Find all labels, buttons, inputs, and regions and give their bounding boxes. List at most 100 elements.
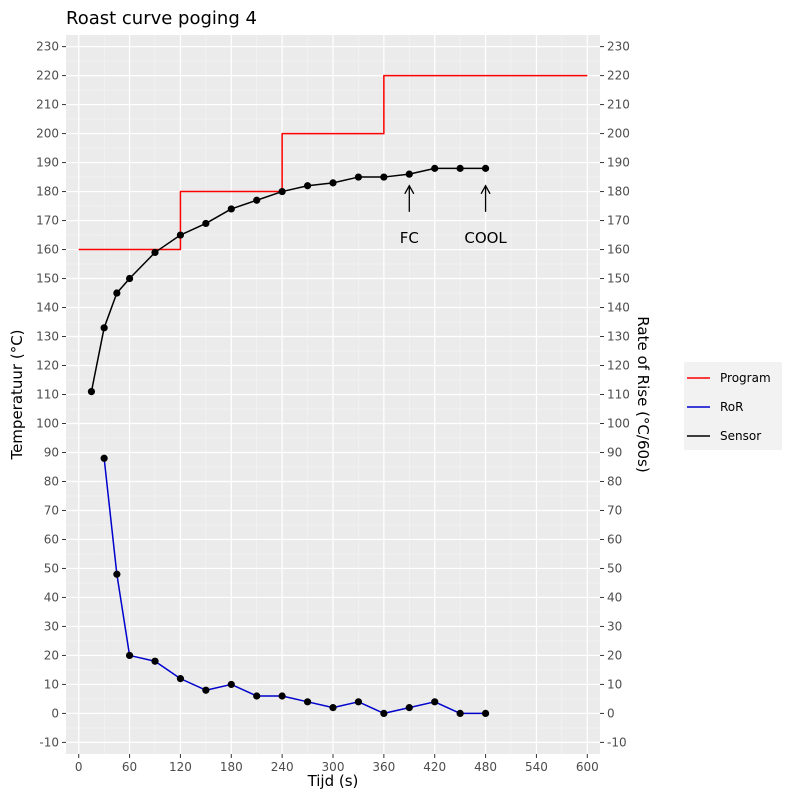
- y-tick-label: 120: [36, 359, 59, 373]
- x-tick-label: 0: [75, 760, 83, 774]
- x-tick-label: 300: [322, 760, 345, 774]
- series-ror-point: [380, 709, 388, 718]
- y-tick-label: 150: [36, 272, 59, 286]
- series-ror-point: [431, 698, 439, 706]
- legend-label-ror: RoR: [720, 400, 743, 414]
- series-sensor-point: [176, 231, 185, 239]
- series-ror-point: [202, 686, 210, 694]
- series-sensor-point: [405, 170, 413, 178]
- y2-tick-label: 140: [607, 301, 630, 315]
- y-tick-label: 70: [44, 503, 59, 517]
- y-tick-label: 60: [44, 532, 59, 546]
- y-tick-label: 210: [36, 98, 59, 112]
- x-axis: 0 60 120 180 240 300 360 420 480 540 600: [75, 754, 599, 774]
- x-axis-title: Tijd (s): [307, 772, 359, 790]
- y-tick-label: 50: [44, 561, 59, 575]
- y-tick-label: 110: [36, 388, 59, 402]
- y-tick-label: 10: [44, 677, 59, 691]
- y-axis-right: -10 0 10 20 30 40 50 60 70 80 90 100 110 120 130 140 150…: [600, 40, 630, 749]
- x-tick-label: 540: [525, 760, 548, 774]
- series-sensor-point: [303, 182, 312, 190]
- grid-major: [66, 35, 600, 754]
- chart-title: Roast curve poging 4: [66, 8, 257, 29]
- y-tick-label: -10: [39, 735, 59, 749]
- y2-tick-label: 170: [607, 214, 630, 228]
- y2-tick-label: 100: [607, 416, 630, 430]
- y2-tick-label: 10: [607, 677, 622, 691]
- series-sensor-point: [431, 164, 439, 172]
- series-sensor-point: [113, 289, 121, 297]
- y2-tick-label: 50: [607, 561, 622, 575]
- series-sensor-point: [354, 173, 363, 181]
- x-tick-label: 240: [271, 760, 294, 774]
- series-ror-point: [227, 680, 235, 689]
- y-tick-label: 220: [36, 69, 59, 83]
- series-ror-point: [481, 709, 490, 718]
- series-sensor-point: [100, 324, 108, 332]
- series-sensor-point: [227, 205, 235, 213]
- annotation-label: FC: [400, 229, 419, 247]
- annotation-arrow-head: [404, 184, 415, 195]
- y2-tick-label: 0: [607, 706, 615, 720]
- series-sensor-point: [151, 248, 159, 257]
- series-ror-point: [278, 692, 286, 700]
- y2-tick-label: 150: [607, 272, 630, 286]
- y-tick-label: 40: [44, 590, 59, 604]
- y2-tick-label: 70: [607, 503, 622, 517]
- series-ror-point: [100, 454, 108, 462]
- series-sensor-point: [253, 196, 261, 204]
- y-tick-label: 140: [36, 301, 59, 315]
- y-tick-label: 180: [36, 185, 59, 199]
- x-tick-label: 360: [372, 760, 395, 774]
- y2-tick-label: 120: [607, 359, 630, 373]
- series-ror-point: [405, 704, 413, 712]
- y2-tick-label: 220: [607, 69, 630, 83]
- y2-tick-label: 130: [607, 330, 630, 344]
- x-tick-label: 480: [474, 760, 497, 774]
- x-tick-label: 120: [169, 760, 192, 774]
- y-tick-label: 190: [36, 156, 59, 170]
- y2-tick-label: 80: [607, 474, 622, 488]
- y-axis-title: Temperatuur (°C): [8, 329, 26, 460]
- series-ror-point: [113, 570, 121, 578]
- y-tick-label: 90: [44, 445, 59, 459]
- y-tick-label: 160: [36, 243, 59, 257]
- x-tick-label: 60: [122, 760, 137, 774]
- y-tick-label: 230: [36, 40, 59, 54]
- annotation-label: COOL: [464, 229, 507, 247]
- series-ror-point: [125, 651, 134, 660]
- y2-tick-label: 40: [607, 590, 622, 604]
- series-sensor-point: [380, 173, 388, 181]
- y2-tick-label: 60: [607, 532, 622, 546]
- x-tick-label: 420: [423, 760, 446, 774]
- series-sensor-point: [329, 179, 337, 187]
- y-tick-label: 0: [51, 706, 59, 720]
- series-program-line: [78, 74, 588, 251]
- y2-tick-label: 20: [607, 648, 622, 662]
- y-tick-label: 170: [36, 214, 59, 228]
- y-tick-label: 100: [36, 416, 59, 430]
- series-ror-point: [176, 675, 185, 683]
- series-sensor-point: [202, 219, 210, 228]
- y2-tick-label: 30: [607, 619, 622, 633]
- legend-label-sensor: Sensor: [720, 429, 761, 443]
- series-ror-point: [456, 709, 464, 718]
- y2-tick-label: 190: [607, 156, 630, 170]
- y2-tick-label: 160: [607, 243, 630, 257]
- series-sensor-point: [456, 164, 464, 172]
- y2-tick-label: -10: [607, 735, 627, 749]
- y-tick-label: 130: [36, 330, 59, 344]
- y-tick-label: 200: [36, 127, 59, 141]
- series-ror-point: [151, 657, 159, 665]
- y2-tick-label: 200: [607, 127, 630, 141]
- annotation-layer: FC COOL: [400, 184, 507, 247]
- y-axis-left: -10 0 10 20 30 40 50 60 70 80 90 100 110 120 130 140 150…: [36, 40, 66, 749]
- series-sensor-point: [87, 388, 96, 396]
- series-ror-point: [354, 698, 363, 706]
- series-sensor-point: [125, 274, 134, 283]
- x-tick-label: 180: [220, 760, 243, 774]
- y2-tick-label: 210: [607, 98, 630, 112]
- y2-tick-label: 110: [607, 388, 630, 402]
- y2-axis-title: Rate of Rise (°C/60s): [634, 316, 652, 472]
